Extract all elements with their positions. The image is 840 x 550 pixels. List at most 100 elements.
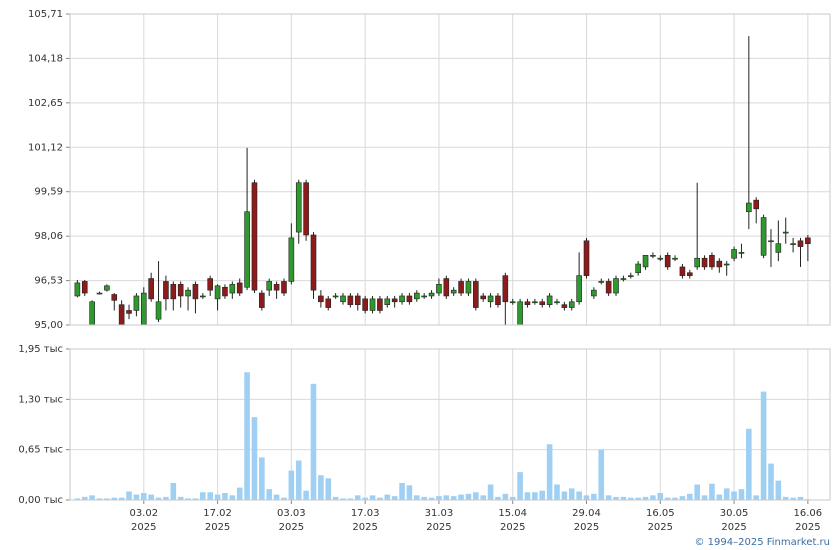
x-tick-year: 2025 [426, 522, 451, 533]
volume-bar [561, 491, 568, 500]
volume-bar [200, 492, 206, 500]
x-tick-year: 2025 [205, 522, 230, 533]
candle-body [679, 266, 686, 276]
candle-body [251, 182, 258, 291]
x-tick-label: 03.02 [129, 508, 158, 519]
candle-body [288, 237, 295, 282]
candle-body [89, 301, 95, 326]
candle-body [200, 295, 206, 298]
candle-body [259, 292, 265, 308]
volume-bar [746, 428, 752, 500]
volume-bar [627, 497, 634, 500]
volume-bar [480, 495, 487, 500]
candle-body [687, 272, 693, 276]
candle-body [436, 284, 442, 294]
volume-bar [369, 495, 376, 500]
candle-body [185, 289, 191, 297]
volume-bar [716, 494, 723, 500]
volume-bar [701, 495, 708, 500]
volume-bar [318, 475, 324, 500]
volume-bar [229, 495, 236, 500]
volume-bar [155, 497, 162, 500]
candle-body [281, 281, 287, 294]
volume-bar [177, 496, 184, 500]
candle-body [642, 255, 649, 268]
candle-body [310, 234, 317, 291]
candle-body [273, 284, 280, 291]
volume-bar [672, 497, 678, 500]
volume-bar [568, 488, 575, 500]
volume-bar [709, 483, 715, 500]
volume-bar [244, 372, 250, 500]
candle-body [377, 298, 383, 311]
candle-body [155, 301, 162, 320]
candle-body [473, 281, 479, 308]
volume-bar [81, 496, 88, 500]
candle-body [214, 285, 221, 300]
volume-bar [391, 496, 398, 500]
x-tick-label: 15.04 [498, 508, 527, 519]
x-tick-label: 29.04 [572, 508, 601, 519]
volume-bar [104, 498, 110, 500]
volume-bar [170, 482, 177, 500]
candle-body [347, 295, 354, 305]
x-tick-label: 17.02 [203, 508, 232, 519]
candle-body [790, 243, 796, 245]
volume-bar [251, 417, 258, 500]
volume-bar [295, 460, 302, 500]
candle-body [170, 284, 177, 300]
candle-body [768, 240, 774, 243]
candle-body [524, 301, 531, 305]
volume-bar [546, 444, 553, 500]
volume-bar [731, 491, 737, 500]
volume-bar [340, 498, 346, 500]
volume-bar [192, 498, 199, 500]
volume-bar [126, 491, 132, 500]
x-tick-year: 2025 [574, 522, 599, 533]
volume-bar [111, 497, 118, 500]
volume-bar [591, 493, 597, 500]
y-tick-label: 95,00 [34, 320, 63, 331]
candle-body [805, 237, 811, 244]
candle-body [340, 295, 346, 303]
y-tick-label: 101,12 [28, 142, 63, 153]
volume-bar [185, 498, 191, 500]
volume-bar [74, 498, 81, 500]
candle-body [118, 304, 125, 326]
x-tick-label: 16.06 [794, 508, 823, 519]
candle-body [568, 301, 575, 308]
volume-bar [760, 391, 767, 500]
candle-body [738, 252, 745, 254]
candle-body [650, 255, 656, 257]
candle-body [495, 295, 501, 305]
candle-body [583, 240, 590, 276]
candle-body [391, 298, 398, 303]
candle-body [760, 217, 767, 256]
price-frame [69, 13, 831, 326]
volume-bar [399, 482, 405, 500]
volume-bar [458, 494, 464, 500]
candle-body [775, 243, 782, 253]
candle-body [295, 182, 302, 233]
candle-body [591, 289, 597, 297]
candle-body [657, 257, 664, 260]
volume-bar [509, 496, 516, 500]
x-tick-year: 2025 [500, 522, 525, 533]
candle-body [635, 263, 641, 274]
candle-body [620, 278, 627, 280]
x-tick-year: 2025 [648, 522, 673, 533]
candle-body [532, 301, 538, 304]
candle-body [111, 294, 118, 301]
volume-bar [288, 470, 295, 500]
volume-bar [657, 493, 664, 500]
volume-bar [539, 490, 546, 500]
volume-bar [664, 497, 671, 500]
volume-bar [487, 484, 494, 500]
volume-bar [790, 497, 796, 500]
volume-bar [775, 480, 782, 500]
volume-bar [450, 496, 457, 500]
y-tick-label: 0,65 тыс [18, 445, 63, 456]
volume-bar [222, 493, 228, 500]
volume-bar [259, 457, 265, 500]
